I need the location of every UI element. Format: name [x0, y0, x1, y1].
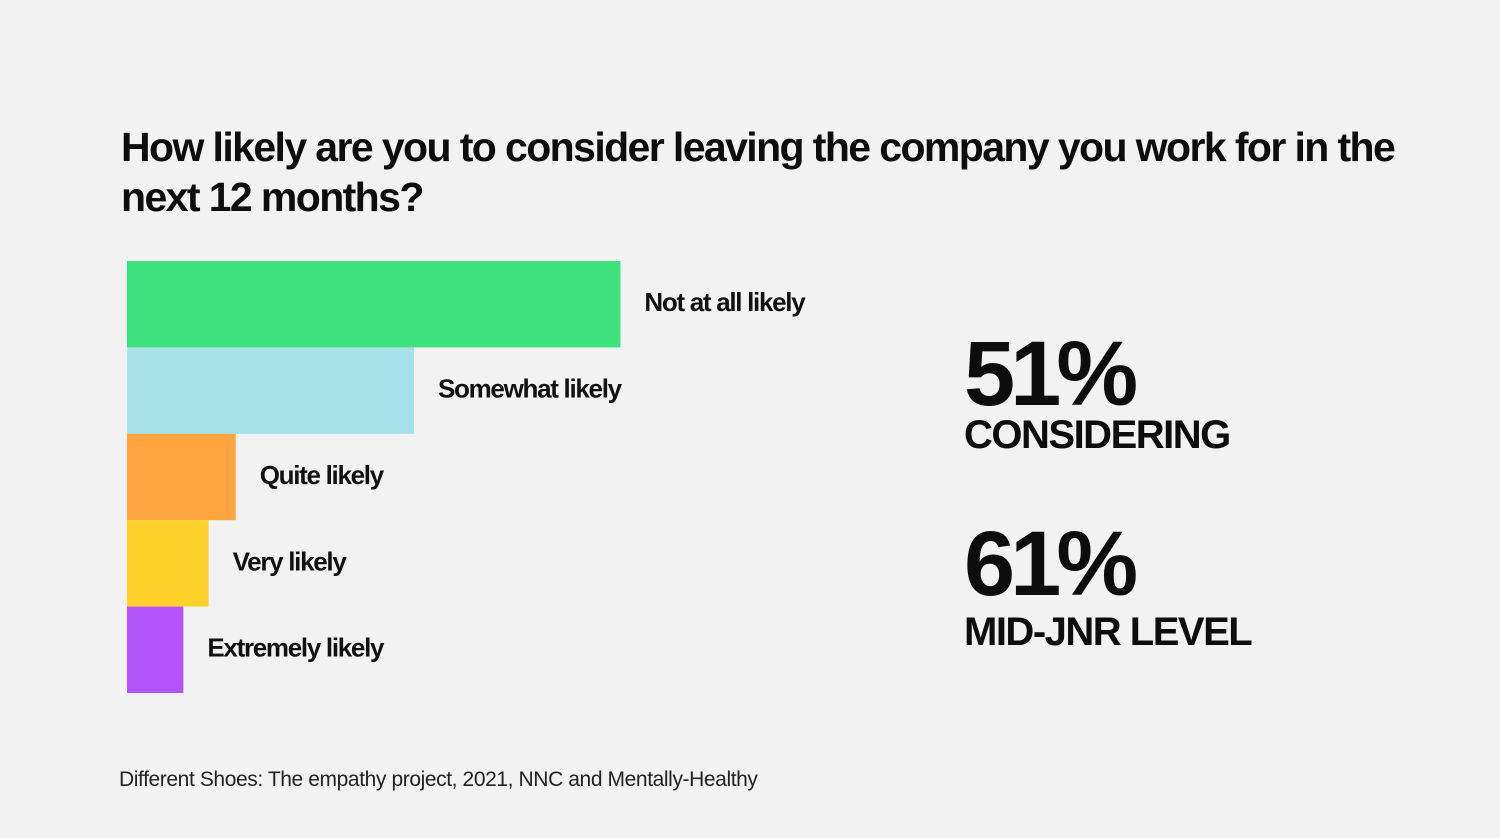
- stat-mid-jnr-number: 61%: [964, 513, 1138, 615]
- source-citation: Different Shoes: The empathy project, 20…: [119, 768, 758, 791]
- stat-considering-number: 51%: [964, 323, 1138, 425]
- bar-very-likely: [127, 520, 209, 607]
- bar-label-very-likely: Very likely: [233, 546, 348, 576]
- bar-extremely-likely: [127, 606, 184, 693]
- bar-quite-likely: [127, 433, 236, 521]
- bar-label-quite-likely: Quite likely: [260, 460, 385, 490]
- bar-label-somewhat-likely: Somewhat likely: [438, 373, 623, 403]
- stat-mid-jnr-label: MID-JNR LEVEL: [964, 610, 1253, 654]
- stat-considering-label: CONSIDERING: [964, 413, 1231, 457]
- chart-title: How likely are you to consider leaving t…: [121, 124, 1396, 220]
- bar-somewhat-likely: [127, 347, 414, 434]
- bar-label-extremely-likely: Extremely likely: [207, 633, 385, 663]
- bar-label-not-at-all-likely: Not at all likely: [644, 287, 806, 317]
- bar-not-at-all-likely: [127, 261, 621, 348]
